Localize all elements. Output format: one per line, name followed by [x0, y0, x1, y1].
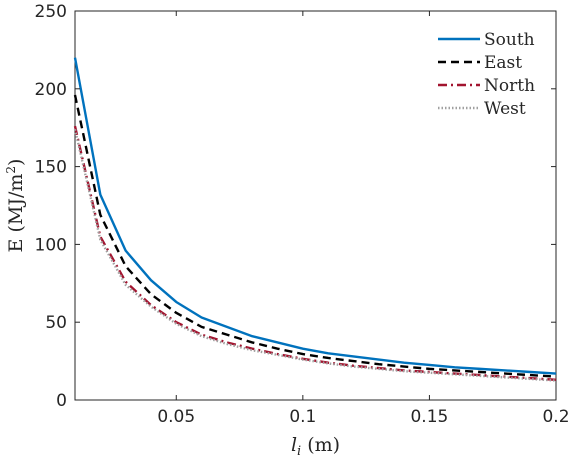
legend-label-north: North	[484, 76, 535, 96]
y-tick-label: 250	[35, 2, 67, 22]
y-tick-label: 100	[35, 235, 67, 255]
legend-label-south: South	[484, 30, 535, 50]
y-axis-title-main: E (MJ/m	[5, 174, 27, 253]
series-line-south	[73, 57, 557, 375]
y-tick-label: 200	[35, 80, 67, 100]
x-axis-title-unit: (m)	[307, 434, 340, 456]
series-layer	[73, 57, 557, 382]
legend: South East North West	[438, 30, 535, 119]
y-axis-title-close: )	[5, 159, 27, 166]
y-tick-label: 150	[35, 158, 67, 178]
series-line-north	[73, 125, 557, 381]
legend-label-west: West	[484, 99, 526, 119]
plot-frame	[74, 10, 557, 401]
y-tick-label: 0	[56, 391, 67, 411]
y-axis-title-superscript: 2	[4, 166, 18, 174]
y-tick-label: 50	[45, 313, 67, 333]
x-tick-label: 0.05	[157, 407, 195, 427]
x-tick-label: 0.2	[542, 407, 569, 427]
x-axis-title-subscript: i	[297, 444, 301, 459]
x-axis-title-main: l	[291, 434, 297, 456]
series-line-west	[73, 128, 557, 382]
x-tick-label: 0.1	[289, 407, 316, 427]
series-line-east	[73, 94, 557, 378]
x-axis-title: li (m)	[291, 434, 340, 459]
ticks-layer: 0.05 0.1 0.15 0.2 0 50 100 150 200 250	[35, 2, 570, 427]
y-axis-title: E (MJ/m2)	[4, 159, 27, 253]
legend-label-east: East	[484, 53, 522, 73]
x-tick-label: 0.15	[410, 407, 448, 427]
plot-area	[74, 10, 557, 401]
